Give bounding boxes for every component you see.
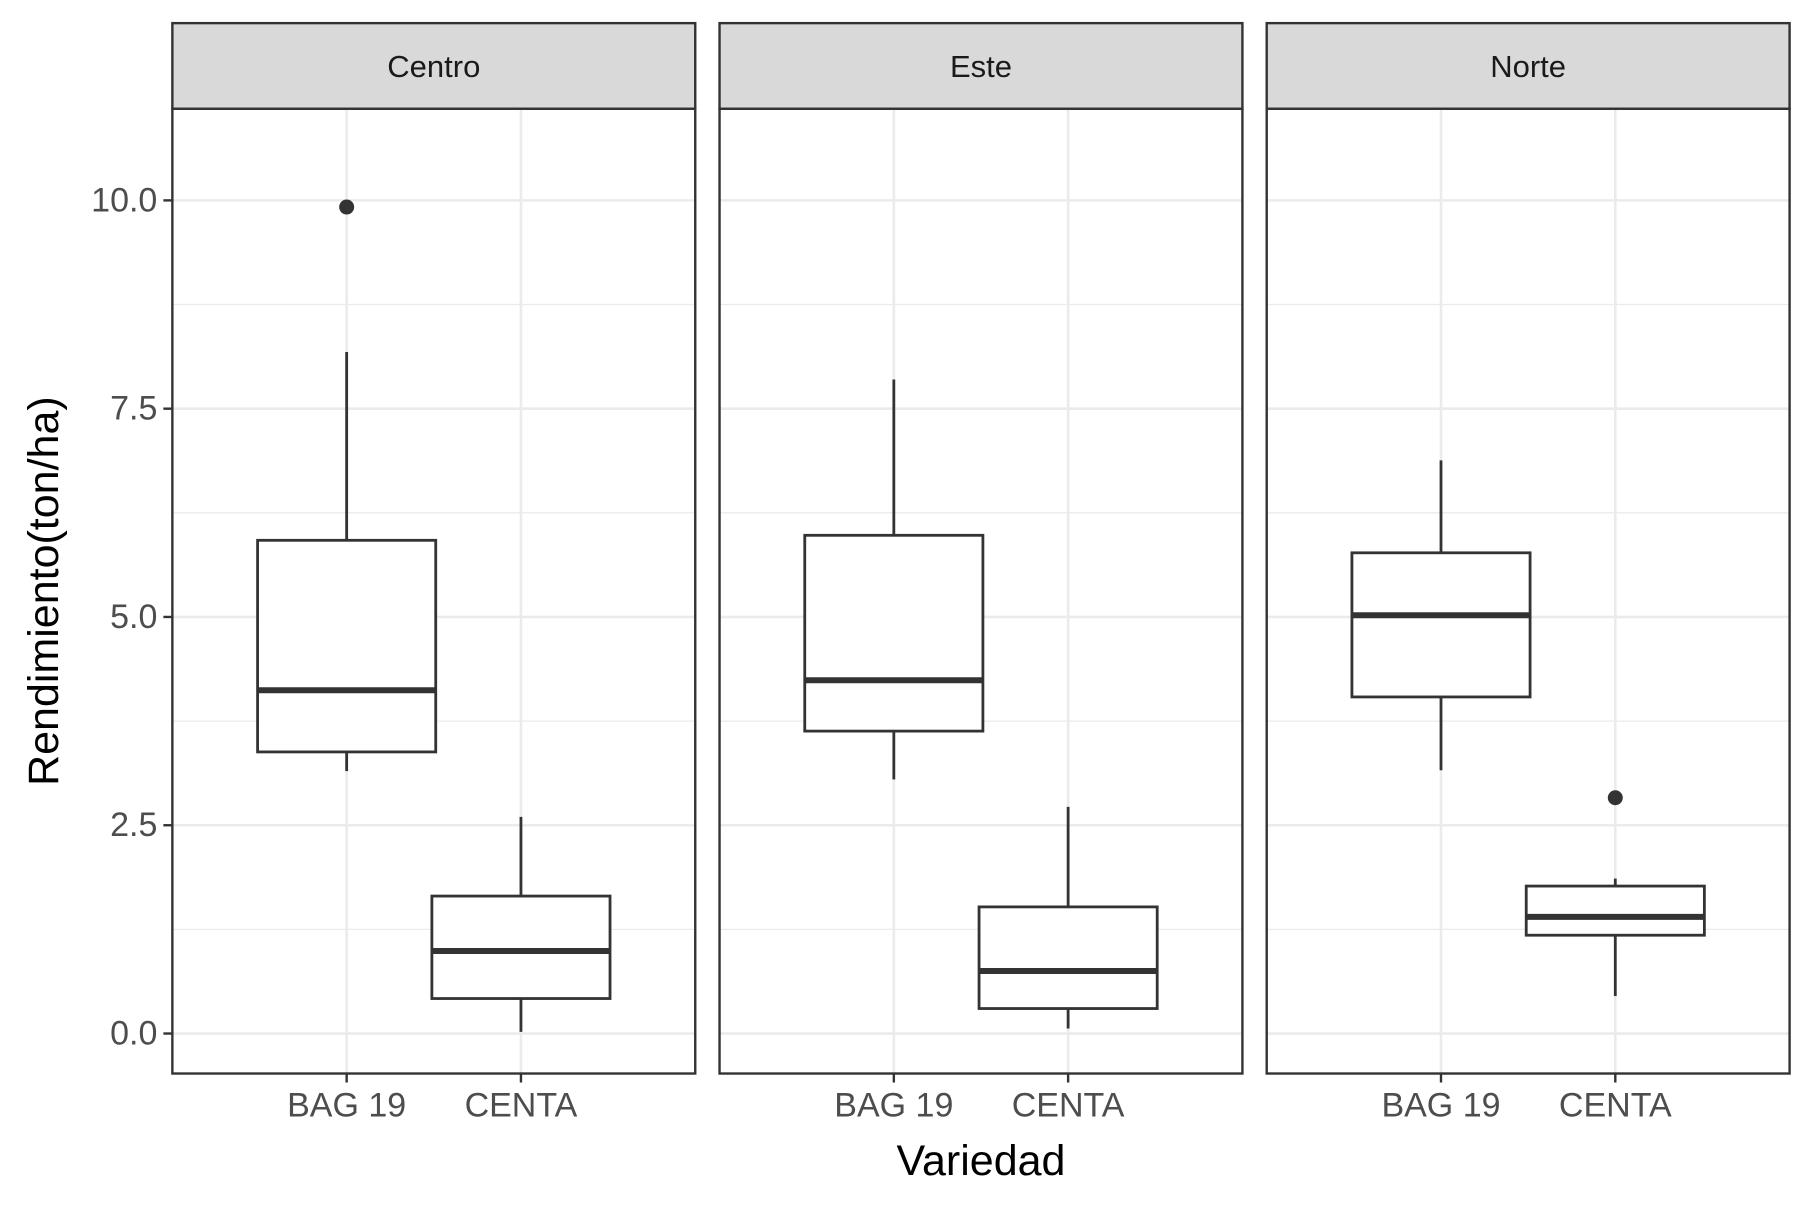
- y-tick-label: 2.5: [110, 806, 157, 844]
- box-norte-centa: [1524, 790, 1706, 997]
- y-tick-label: 10.0: [91, 181, 157, 219]
- x-tick-label: BAG 19: [287, 1087, 406, 1125]
- facet-strip-label: Este: [950, 49, 1012, 84]
- x-tick-label: BAG 19: [1381, 1087, 1500, 1125]
- panels-layer: Centro BAG 19 CENTA Este BAG 19 CENTA Norte BAG…: [171, 21, 1791, 1125]
- facet-panel-norte: Norte BAG 19 CENTA: [1265, 21, 1791, 1125]
- box-este-bag-19: [803, 379, 985, 780]
- y-tick-label: 7.5: [110, 390, 157, 428]
- outlier-point: [1607, 790, 1623, 806]
- facet-panel-centro: Centro BAG 19 CENTA: [171, 21, 697, 1125]
- box-centro-bag-19: [256, 199, 438, 772]
- outlier-point: [339, 199, 355, 215]
- y-tick-label: 5.0: [110, 598, 157, 636]
- x-tick-label: CENTA: [1012, 1087, 1125, 1125]
- facet-strip: [171, 21, 697, 110]
- facet-strip: [1265, 21, 1791, 110]
- x-tick-label: BAG 19: [834, 1087, 953, 1125]
- y-axis-title: Rendimiento(ton/ha): [20, 396, 68, 786]
- box-iqr: [1350, 551, 1532, 699]
- box-norte-bag-19: [1350, 460, 1532, 771]
- facet-panel-este: Este BAG 19 CENTA: [718, 21, 1244, 1125]
- x-tick-label: CENTA: [465, 1087, 578, 1125]
- box-iqr: [430, 894, 612, 1000]
- y-tick-label: 0.0: [110, 1015, 157, 1053]
- y-axis: 0.0 2.5 5.0 7.5 10.0: [91, 181, 173, 1053]
- box-iqr: [803, 533, 985, 733]
- facet-strip: [718, 21, 1244, 110]
- box-iqr: [1524, 884, 1706, 937]
- box-este-centa: [977, 806, 1159, 1029]
- x-axis-title: Variedad: [897, 1137, 1066, 1185]
- facet-strip-label: Centro: [387, 49, 480, 84]
- box-centro-centa: [430, 816, 612, 1032]
- box-iqr: [256, 538, 438, 754]
- x-tick-label: CENTA: [1559, 1087, 1672, 1125]
- facet-strip-label: Norte: [1490, 49, 1566, 84]
- box-iqr: [977, 905, 1159, 1010]
